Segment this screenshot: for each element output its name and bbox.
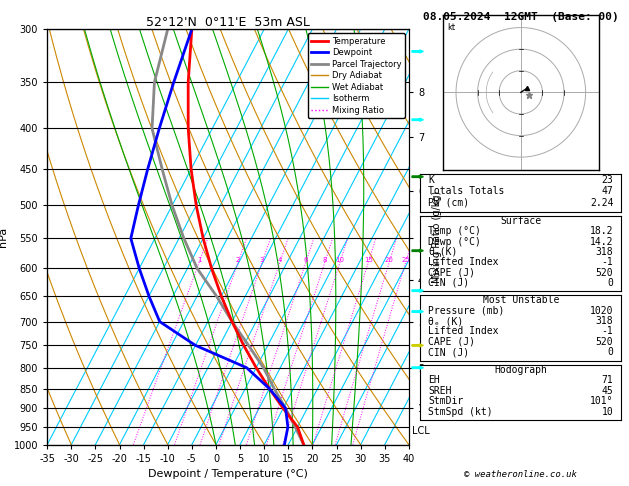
Text: Hodograph: Hodograph <box>494 365 547 375</box>
Text: 47: 47 <box>602 186 613 196</box>
Text: 71: 71 <box>602 375 613 385</box>
Title: 52°12'N  0°11'E  53m ASL: 52°12'N 0°11'E 53m ASL <box>146 16 310 29</box>
Text: Temp (°C): Temp (°C) <box>428 226 481 236</box>
Text: 3: 3 <box>260 257 264 262</box>
Text: 25: 25 <box>401 257 410 262</box>
Text: Mixing Ratio (g/kg): Mixing Ratio (g/kg) <box>432 191 442 283</box>
Text: Totals Totals: Totals Totals <box>428 186 504 196</box>
Text: Most Unstable: Most Unstable <box>482 295 559 305</box>
Text: 8: 8 <box>323 257 327 262</box>
Text: 23: 23 <box>602 175 613 185</box>
Y-axis label: hPa: hPa <box>0 227 8 247</box>
Text: CAPE (J): CAPE (J) <box>428 337 476 347</box>
Text: Dewp (°C): Dewp (°C) <box>428 237 481 246</box>
Text: θₑ(K): θₑ(K) <box>428 247 458 257</box>
Text: 520: 520 <box>596 267 613 278</box>
Text: LCL: LCL <box>413 426 430 435</box>
Text: Lifted Index: Lifted Index <box>428 327 499 336</box>
Text: © weatheronline.co.uk: © weatheronline.co.uk <box>464 469 577 479</box>
Text: PW (cm): PW (cm) <box>428 198 469 208</box>
Text: -1: -1 <box>602 327 613 336</box>
Text: kt: kt <box>447 23 455 32</box>
Text: 45: 45 <box>602 386 613 396</box>
Text: SREH: SREH <box>428 386 452 396</box>
Text: 520: 520 <box>596 337 613 347</box>
Text: CAPE (J): CAPE (J) <box>428 267 476 278</box>
Text: 101°: 101° <box>590 397 613 406</box>
Text: CIN (J): CIN (J) <box>428 347 469 357</box>
Text: 1020: 1020 <box>590 306 613 315</box>
Text: 10: 10 <box>602 407 613 417</box>
Text: θₑ (K): θₑ (K) <box>428 316 464 326</box>
Text: 15: 15 <box>364 257 373 262</box>
Text: 4: 4 <box>277 257 282 262</box>
Text: 10: 10 <box>335 257 345 262</box>
Text: 2: 2 <box>236 257 240 262</box>
Y-axis label: km
ASL: km ASL <box>431 215 450 237</box>
Text: 6: 6 <box>303 257 308 262</box>
X-axis label: Dewpoint / Temperature (°C): Dewpoint / Temperature (°C) <box>148 469 308 479</box>
Text: 18.2: 18.2 <box>590 226 613 236</box>
Text: 20: 20 <box>385 257 394 262</box>
Text: -1: -1 <box>602 257 613 267</box>
Text: EH: EH <box>428 375 440 385</box>
Text: 08.05.2024  12GMT  (Base: 00): 08.05.2024 12GMT (Base: 00) <box>423 12 619 22</box>
Text: StmDir: StmDir <box>428 397 464 406</box>
Text: StmSpd (kt): StmSpd (kt) <box>428 407 493 417</box>
Text: 1: 1 <box>197 257 201 262</box>
Text: 14.2: 14.2 <box>590 237 613 246</box>
Text: Surface: Surface <box>500 216 542 226</box>
Text: 0: 0 <box>608 347 613 357</box>
Text: 318: 318 <box>596 316 613 326</box>
Text: 0: 0 <box>608 278 613 288</box>
Text: 2.24: 2.24 <box>590 198 613 208</box>
Text: CIN (J): CIN (J) <box>428 278 469 288</box>
Text: 318: 318 <box>596 247 613 257</box>
Text: K: K <box>428 175 434 185</box>
Legend: Temperature, Dewpoint, Parcel Trajectory, Dry Adiabat, Wet Adiabat, Isotherm, Mi: Temperature, Dewpoint, Parcel Trajectory… <box>308 34 404 118</box>
Text: Pressure (mb): Pressure (mb) <box>428 306 504 315</box>
Text: Lifted Index: Lifted Index <box>428 257 499 267</box>
